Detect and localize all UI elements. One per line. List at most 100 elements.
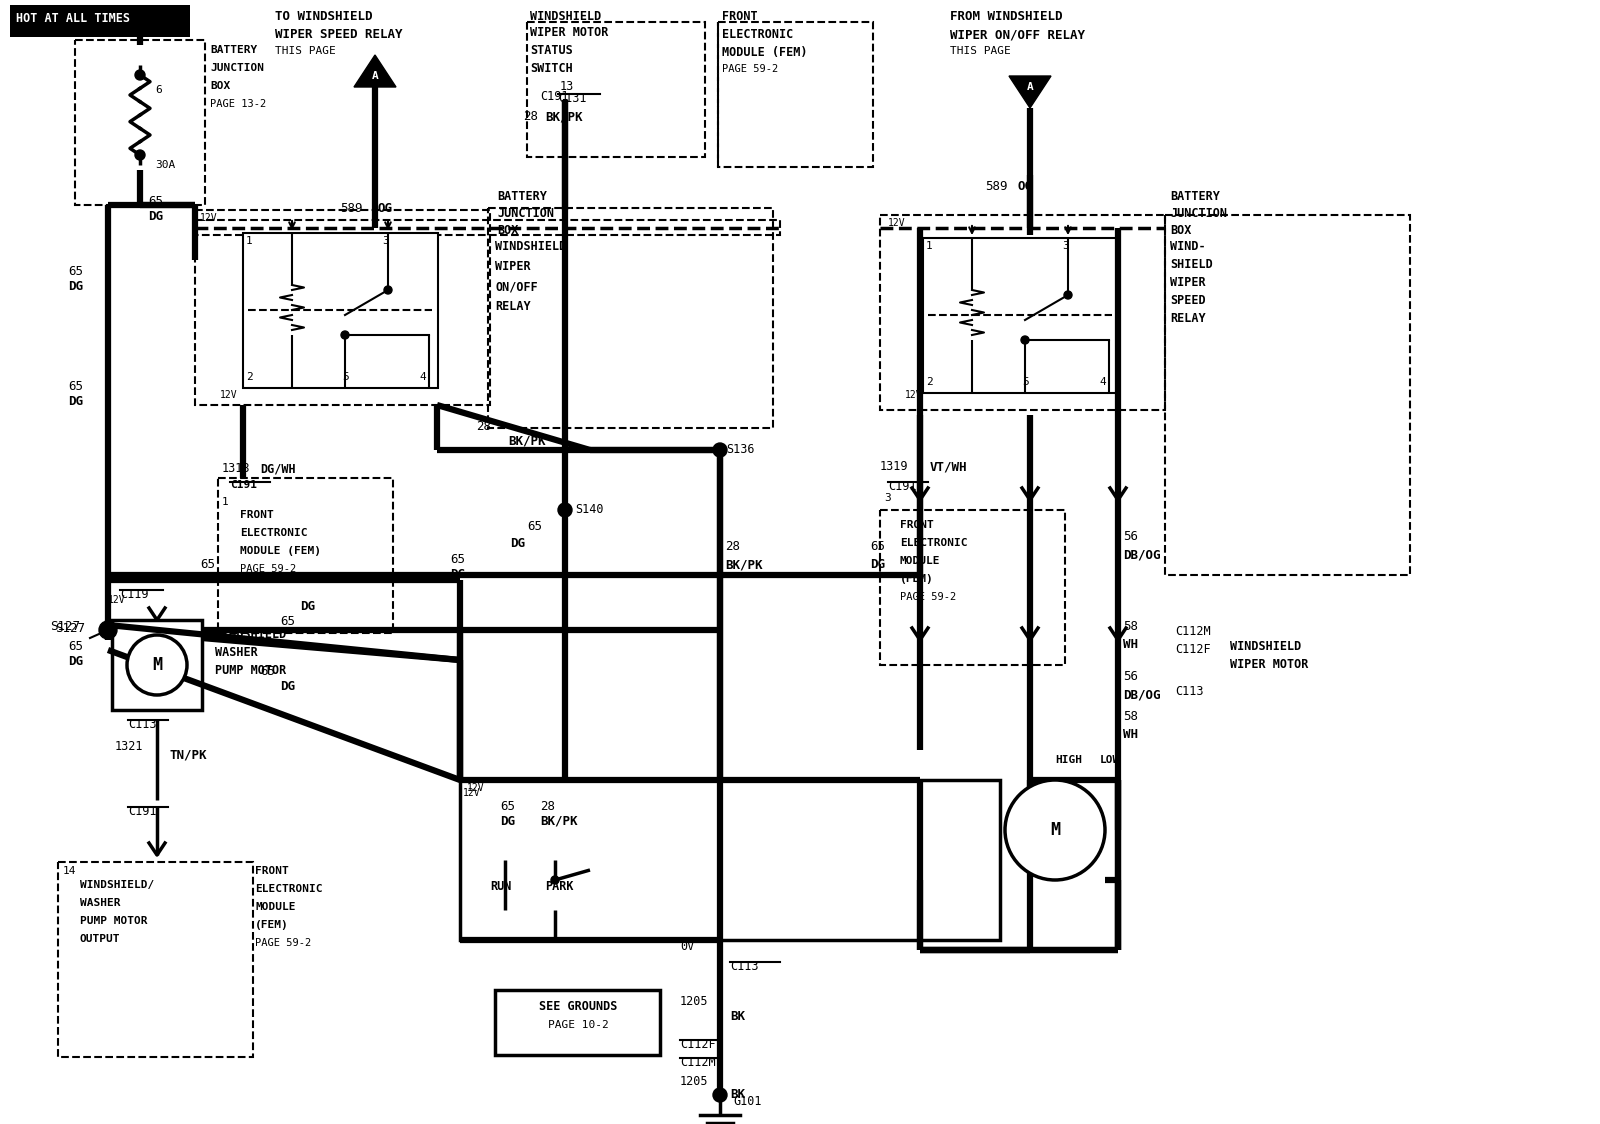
Text: ELECTRONIC: ELECTRONIC [254,883,323,894]
Text: MODULE: MODULE [254,901,296,912]
Text: 3: 3 [883,493,891,504]
Text: C191: C191 [230,480,258,490]
Text: DB/OG: DB/OG [1123,688,1160,701]
Text: M: M [152,656,162,674]
Text: 65: 65 [499,800,515,813]
Text: WIPER: WIPER [1170,277,1206,289]
Text: 28: 28 [523,110,538,123]
Text: JUNCTION: JUNCTION [210,63,264,73]
Bar [195,220,781,235]
Text: WIPER MOTOR: WIPER MOTOR [1230,658,1309,671]
Bar [243,233,438,388]
Circle shape [1005,780,1106,880]
Text: 2: 2 [926,377,933,387]
Text: (FEM): (FEM) [254,921,288,930]
Text: WIPER: WIPER [494,260,531,273]
Text: DG: DG [870,558,885,571]
Text: S140: S140 [574,504,603,516]
Text: WIPER MOTOR: WIPER MOTOR [530,26,608,39]
Text: 4: 4 [419,372,426,382]
Text: BK/PK: BK/PK [546,110,582,123]
Text: MODULE: MODULE [899,556,941,566]
Text: WINDSHIELD: WINDSHIELD [1230,640,1301,653]
Text: C131: C131 [558,92,587,105]
Text: 6: 6 [155,85,162,96]
Text: 12V: 12V [467,783,485,794]
Circle shape [714,1088,726,1102]
Text: WIPER SPEED RELAY: WIPER SPEED RELAY [275,28,403,40]
Text: C112M: C112M [1174,625,1211,638]
Text: DG: DG [499,815,515,828]
Text: 0V: 0V [680,940,694,953]
Text: 1: 1 [246,236,253,246]
Text: OUTPUT: OUTPUT [80,934,120,944]
Text: DG: DG [301,600,315,613]
Circle shape [341,330,349,339]
Circle shape [550,876,558,883]
Text: 28: 28 [477,420,491,433]
Text: A: A [1027,82,1034,92]
Text: ELECTRONIC: ELECTRONIC [722,28,794,40]
Text: VT/WH: VT/WH [930,460,968,473]
Text: DG: DG [510,537,525,550]
Bar [488,208,773,428]
Bar [112,620,202,710]
Text: RELAY: RELAY [1170,312,1206,325]
Text: (FEM): (FEM) [899,574,934,584]
Bar [494,990,661,1055]
Bar [195,210,490,405]
Text: ON/OFF: ON/OFF [494,280,538,293]
Text: WINDSHIELD: WINDSHIELD [214,628,286,641]
Text: 12V: 12V [109,595,126,605]
Bar [75,40,205,205]
Text: 58: 58 [1123,710,1138,723]
Text: DG: DG [67,280,83,293]
Text: PUMP MOTOR: PUMP MOTOR [80,916,147,926]
Text: 58: 58 [1123,620,1138,633]
Bar [461,780,1000,940]
Text: WIND-: WIND- [1170,241,1206,253]
Text: TO WINDSHIELD: TO WINDSHIELD [275,10,373,22]
Text: DG: DG [67,655,83,668]
Circle shape [714,443,726,457]
Text: 30A: 30A [155,160,176,170]
Text: DG: DG [450,568,466,581]
Text: 4: 4 [1099,377,1106,387]
Text: SPEED: SPEED [1170,294,1206,307]
Text: 65: 65 [259,665,275,678]
Text: WH: WH [1123,728,1138,741]
Text: 65: 65 [67,265,83,278]
Text: THIS PAGE: THIS PAGE [275,46,336,56]
Bar [880,510,1066,665]
Text: THIS PAGE: THIS PAGE [950,46,1011,56]
Text: 56: 56 [1123,531,1138,543]
Circle shape [134,149,146,160]
Text: 12V: 12V [221,390,238,400]
Text: 65: 65 [67,640,83,653]
Text: BK/PK: BK/PK [725,558,763,571]
Text: SWITCH: SWITCH [530,62,573,75]
Text: MODULE (FEM): MODULE (FEM) [722,46,808,58]
Bar [880,215,1165,410]
Text: 1321: 1321 [115,740,144,753]
Text: PAGE 59-2: PAGE 59-2 [240,564,296,574]
Text: SEE GROUNDS: SEE GROUNDS [539,1000,618,1013]
Text: 65: 65 [450,553,466,566]
Text: WINDSHIELD: WINDSHIELD [494,241,566,253]
Circle shape [99,620,117,640]
Text: BOX: BOX [210,81,230,91]
Text: 28: 28 [725,540,739,553]
Bar [10,4,190,37]
Bar [923,238,1118,393]
Text: WINDSHIELD/: WINDSHIELD/ [80,880,154,890]
Text: PAGE 59-2: PAGE 59-2 [899,592,957,602]
Text: OG: OG [1018,180,1034,193]
Text: SHIELD: SHIELD [1170,259,1213,271]
Text: 12V: 12V [906,390,923,400]
Text: DB/OG: DB/OG [1123,549,1160,561]
Text: BOX: BOX [498,224,518,237]
Text: 589: 589 [339,202,363,215]
Text: STATUS: STATUS [530,44,573,57]
Text: ELECTRONIC: ELECTRONIC [240,528,307,538]
Text: BATTERY: BATTERY [210,45,258,55]
